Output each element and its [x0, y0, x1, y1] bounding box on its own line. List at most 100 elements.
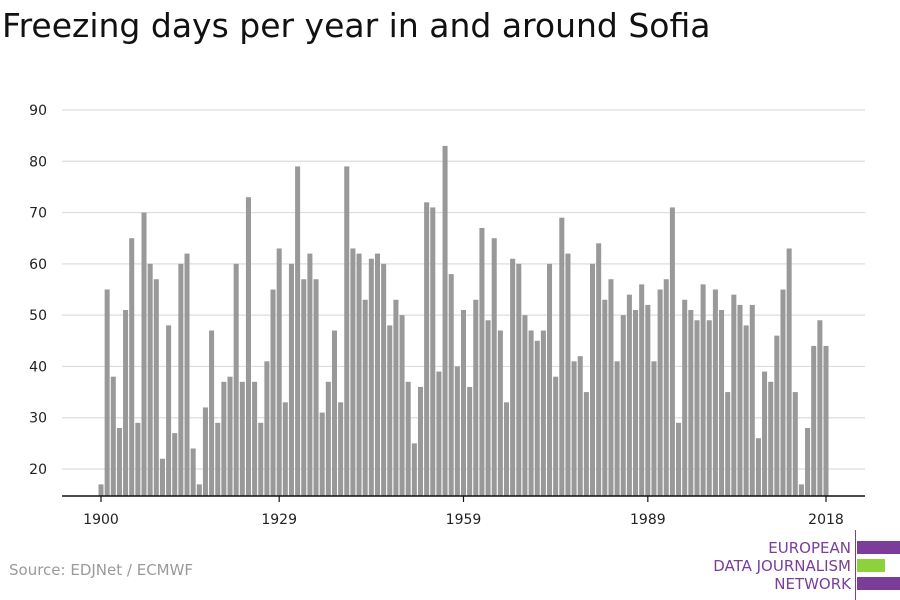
bar-1996 — [688, 310, 694, 496]
bar-1919 — [215, 422, 221, 496]
bar-1937 — [325, 381, 331, 496]
bar-1960 — [467, 386, 473, 496]
bar-1964 — [491, 238, 497, 496]
bar-1932 — [295, 166, 301, 496]
bar-1978 — [577, 356, 583, 496]
bar-1945 — [374, 253, 380, 496]
bar-1924 — [245, 197, 251, 496]
bar-1985 — [620, 315, 626, 496]
bar-1926 — [258, 422, 264, 496]
bar-2006 — [749, 304, 755, 496]
y-tick-label-50: 50 — [29, 308, 47, 324]
bar-1927 — [264, 361, 270, 496]
bar-1950 — [405, 381, 411, 496]
bar-1979 — [583, 392, 589, 496]
bar-1923 — [239, 381, 245, 496]
bar-1936 — [319, 412, 325, 496]
y-axis-labels: 20 30 40 50 60 70 80 90 — [29, 103, 47, 478]
y-tick-label-90: 90 — [29, 103, 47, 119]
bar-2017 — [817, 320, 823, 496]
bar-1954 — [430, 207, 436, 496]
logo-bar-middle — [857, 559, 885, 572]
bar-1941 — [350, 248, 356, 496]
bar-1977 — [571, 361, 577, 496]
bar-1986 — [626, 294, 632, 496]
bar-1921 — [227, 376, 233, 496]
bar-2016 — [811, 345, 817, 496]
bar-1934 — [307, 253, 313, 496]
bar-1917 — [202, 407, 208, 496]
bar-1946 — [381, 263, 387, 496]
chart-title: Freezing days per year in and around Sof… — [2, 6, 711, 45]
bar-1970 — [528, 330, 534, 496]
y-tick-label-20: 20 — [29, 462, 47, 478]
bar-1909 — [153, 279, 159, 496]
bar-2018 — [823, 345, 829, 496]
edjnet-logo: EUROPEAN DATA JOURNALISM NETWORK — [690, 530, 900, 600]
bar-2000 — [712, 289, 718, 496]
bar-2007 — [755, 438, 761, 496]
bar-1981 — [596, 243, 602, 496]
bar-1940 — [344, 166, 350, 496]
bar-1999 — [706, 320, 712, 496]
bar-1915 — [190, 448, 196, 496]
bar-1971 — [534, 340, 540, 496]
y-tick-label-30: 30 — [29, 411, 47, 427]
bar-1907 — [141, 212, 147, 496]
logo-bar-top — [857, 541, 900, 554]
bar-1930 — [282, 402, 288, 496]
bar-1972 — [540, 330, 546, 496]
x-tick-label-1989: 1989 — [630, 512, 666, 528]
bar-1955 — [436, 371, 442, 496]
source-note: Source: EDJNet / ECMWF — [9, 561, 194, 579]
bar-1911 — [166, 325, 172, 496]
x-tick-label-1929: 1929 — [261, 512, 297, 528]
bar-2014 — [798, 484, 804, 496]
x-tick-label-1959: 1959 — [446, 512, 482, 528]
y-tick-label-70: 70 — [29, 206, 47, 222]
bar-2008 — [762, 371, 768, 496]
bar-1914 — [184, 253, 190, 496]
bar-2004 — [737, 304, 743, 496]
bar-1928 — [270, 289, 276, 496]
bar-1931 — [288, 263, 294, 496]
y-tick-label-80: 80 — [29, 154, 47, 170]
bar-1902 — [110, 376, 116, 496]
bar-1973 — [547, 263, 553, 496]
bar-1966 — [503, 402, 510, 496]
bar-1901 — [104, 289, 110, 496]
bar-1961 — [473, 299, 479, 496]
bar-2012 — [786, 248, 792, 496]
bar-1957 — [448, 274, 454, 496]
bar-2011 — [780, 289, 786, 496]
bar-1935 — [313, 279, 319, 496]
bar-1989 — [645, 304, 651, 496]
bar-2015 — [805, 427, 811, 496]
logo-bar-bottom — [857, 577, 900, 590]
x-axis-labels: 1900 1929 1959 1989 2018 — [83, 496, 844, 528]
logo-separator — [855, 530, 856, 600]
bar-1990 — [651, 361, 657, 496]
bars — [98, 145, 829, 496]
bar-2010 — [774, 335, 780, 496]
bar-1904 — [123, 310, 129, 496]
bar-1975 — [559, 217, 565, 496]
bar-1916 — [196, 484, 202, 496]
bar-1976 — [565, 253, 571, 496]
bar-1959 — [460, 310, 467, 496]
bar-1925 — [252, 381, 258, 496]
bar-1949 — [399, 315, 405, 496]
bar-1974 — [553, 376, 559, 496]
logo-line-3: NETWORK — [774, 575, 851, 593]
x-tick-label-1900: 1900 — [83, 512, 119, 528]
bar-1913 — [178, 263, 184, 496]
bar-1965 — [497, 330, 503, 496]
bar-1992 — [663, 279, 669, 496]
bar-1929 — [276, 248, 282, 496]
bar-1942 — [356, 253, 362, 496]
bar-1993 — [669, 207, 675, 496]
bar-1998 — [700, 284, 706, 496]
y-tick-label-40: 40 — [29, 359, 47, 375]
bar-1997 — [694, 320, 700, 496]
bar-2013 — [792, 392, 798, 496]
